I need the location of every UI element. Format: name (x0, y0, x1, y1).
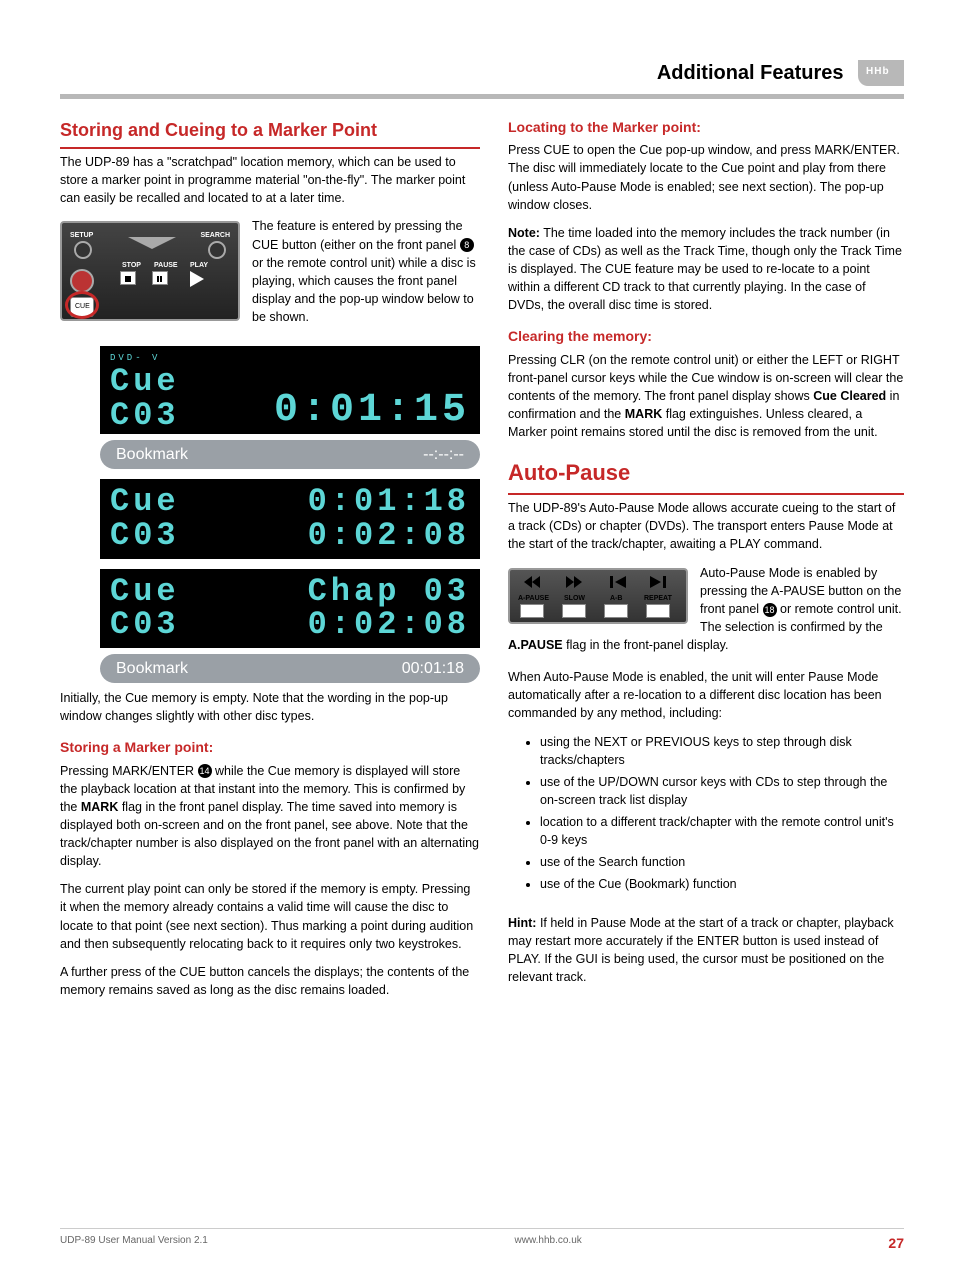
lcd3-l2a: C03 (110, 608, 180, 642)
page-number: 27 (888, 1235, 904, 1251)
clear-cue-cleared: Cue Cleared (813, 389, 886, 403)
lcd1-line1: Cue (110, 365, 180, 399)
nav-triangle-icon (128, 237, 176, 249)
rewind-icon (524, 576, 540, 588)
store-p2: The current play point can only be store… (60, 880, 480, 953)
store-mark-flag: MARK (81, 800, 119, 814)
bookmark1-time: --:--:-- (423, 443, 464, 466)
bookmark2-time: 00:01:18 (402, 657, 464, 680)
list-item: use of the Cue (Bookmark) function (540, 875, 904, 893)
list-item: using the NEXT or PREVIOUS keys to step … (540, 733, 904, 769)
lcd1-line2: C03 (110, 399, 180, 433)
lcd2-l1a: Cue (110, 485, 180, 519)
store-text-a: Pressing MARK/ENTER (60, 764, 198, 778)
label-apause: A-PAUSE (518, 594, 549, 604)
label-search: SEARCH (200, 231, 230, 241)
lcd1-time: 0:01:15 (274, 390, 470, 432)
ref-14-icon: 14 (198, 764, 212, 778)
left-column: Storing and Cueing to a Marker Point The… (60, 117, 480, 1009)
lcd3-l1a: Cue (110, 575, 180, 609)
store-p3: A further press of the CUE button cancel… (60, 963, 480, 999)
note-label: Note: (508, 226, 540, 240)
lcd2-l2b: 0:02:08 (308, 519, 470, 553)
label-slow: SLOW (564, 594, 585, 604)
ref-8-icon: 8 (460, 238, 474, 252)
hhb-logo (858, 60, 904, 86)
bookmark-bar-2: Bookmark 00:01:18 (100, 654, 480, 683)
ab-button-icon (604, 604, 628, 618)
red-knob-icon (70, 269, 94, 293)
heading-clearing: Clearing the memory: (508, 326, 904, 346)
forward-icon (566, 576, 582, 588)
ref-18-icon: 18 (763, 603, 777, 617)
search-knob-icon (208, 241, 226, 259)
note-paragraph: Note: The time loaded into the memory in… (508, 224, 904, 315)
auto-apause-flag: A.PAUSE (508, 638, 563, 652)
lcd2-l2a: C03 (110, 519, 180, 553)
heading-locating: Locating to the Marker point: (508, 117, 904, 137)
locate-paragraph: Press CUE to open the Cue pop-up window,… (508, 141, 904, 214)
lcd2-l1b: 0:01:18 (308, 485, 470, 519)
label-ab: A-B (610, 594, 622, 604)
slow-button-icon (562, 604, 586, 618)
feature-text-b: or the remote control unit) while a disc… (252, 256, 476, 324)
feature-text-a: The feature is entered by pressing the C… (252, 219, 463, 251)
hint-paragraph: Hint: If held in Pause Mode at the start… (508, 914, 904, 987)
label-stop: STOP (122, 261, 141, 271)
play-button-icon (190, 271, 204, 287)
hint-text: If held in Pause Mode at the start of a … (508, 916, 894, 984)
footer-left: UDP-89 User Manual Version 2.1 (60, 1235, 208, 1251)
lcd3-l2b: 0:02:08 (308, 608, 470, 642)
stop-button-icon (120, 271, 136, 285)
intro-paragraph: The UDP-89 has a "scratchpad" location m… (60, 153, 480, 207)
cue-highlight-ring-icon (65, 291, 99, 319)
store-p1: Pressing MARK/ENTER 14 while the Cue mem… (60, 762, 480, 871)
store-text-c: flag in the front panel display. The tim… (60, 800, 479, 868)
prev-track-icon (610, 576, 626, 588)
heading-auto-pause: Auto-Pause (508, 457, 904, 495)
list-item: location to a different track/chapter wi… (540, 813, 904, 849)
bookmark-bar-1: Bookmark --:--:-- (100, 440, 480, 469)
label-repeat: REPEAT (644, 594, 672, 604)
note-text: The time loaded into the memory includes… (508, 226, 902, 313)
lcd-display-3: Cue Chap 03 C03 0:02:08 (100, 569, 480, 648)
repeat-button-icon (646, 604, 670, 618)
auto-p2: When Auto-Pause Mode is enabled, the uni… (508, 668, 904, 722)
list-item: use of the Search function (540, 853, 904, 871)
hint-label: Hint: (508, 916, 536, 930)
header-title: Additional Features (657, 62, 844, 85)
bookmark2-label: Bookmark (116, 657, 188, 680)
setup-knob-icon (74, 241, 92, 259)
front-panel-diagram-2: A-PAUSE SLOW A-B REPEAT (508, 568, 688, 624)
clear-paragraph: Pressing CLR (on the remote control unit… (508, 351, 904, 442)
lcd3-l1b: Chap 03 (308, 575, 470, 609)
front-panel-diagram-1: SETUP SEARCH STOP PAUSE PLAY CUE (60, 221, 240, 321)
auto-bullet-list: using the NEXT or PREVIOUS keys to step … (508, 733, 904, 894)
list-item: use of the UP/DOWN cursor keys with CDs … (540, 773, 904, 809)
lcd-display-2: Cue 0:01:18 C03 0:02:08 (100, 479, 480, 558)
auto-side-c: flag in the front-panel display. (563, 638, 729, 652)
auto-intro: The UDP-89's Auto-Pause Mode allows accu… (508, 499, 904, 553)
pause-button-icon (152, 271, 168, 285)
lcd-display-1: DVD- V Cue C03 0:01:15 (100, 346, 480, 434)
right-column: Locating to the Marker point: Press CUE … (508, 117, 904, 1009)
label-setup: SETUP (70, 231, 93, 241)
heading-storing-marker: Storing a Marker point: (60, 737, 480, 757)
heading-storing-cueing: Storing and Cueing to a Marker Point (60, 117, 480, 149)
page-header: Additional Features (60, 60, 904, 86)
header-rule (60, 94, 904, 99)
page-footer: UDP-89 User Manual Version 2.1 www.hhb.c… (60, 1228, 904, 1251)
clear-mark-flag: MARK (625, 407, 663, 421)
label-pause: PAUSE (154, 261, 178, 271)
label-play: PLAY (190, 261, 208, 271)
footer-center: www.hhb.co.uk (515, 1235, 582, 1251)
after-displays-paragraph: Initially, the Cue memory is empty. Note… (60, 689, 480, 725)
next-track-icon (650, 576, 666, 588)
apause-button-icon (520, 604, 544, 618)
bookmark1-label: Bookmark (116, 443, 188, 466)
